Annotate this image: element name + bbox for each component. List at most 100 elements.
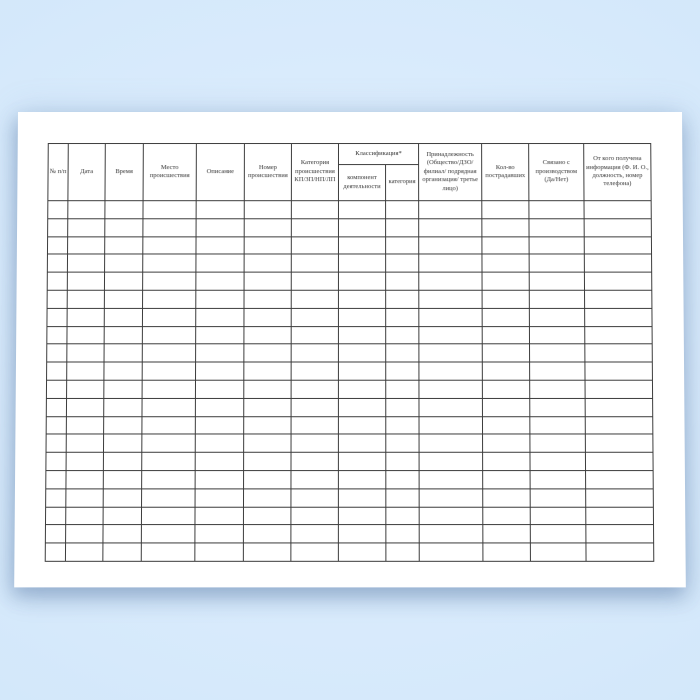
empty-cell [290,470,339,489]
empty-cell [584,200,652,219]
empty-cell [67,254,105,273]
empty-cell [142,236,197,255]
empty-cell [419,543,483,562]
empty-cell [338,488,386,507]
empty-cell [482,434,530,453]
empty-cell [529,272,585,291]
col-header-activity-component: компонент деятельности [338,164,386,201]
empty-cell [290,506,339,525]
empty-cell [338,326,386,345]
empty-cell [482,290,530,309]
empty-cell [65,470,104,489]
empty-cell [103,380,143,399]
empty-cell [141,470,196,489]
empty-cell [104,272,143,291]
empty-cell [141,434,196,453]
empty-cell [141,524,195,544]
empty-cell [141,416,196,435]
empty-cell [419,452,483,471]
empty-cell [141,506,196,525]
empty-cell [103,416,142,435]
empty-cell [291,344,339,363]
empty-cell [529,362,586,381]
empty-cell [481,236,530,255]
empty-cell [244,254,292,273]
empty-cell [291,290,339,309]
col-header-production-related: Связано с производством (Да/Нет) [528,143,585,201]
col-header-time: Время [104,143,144,201]
empty-cell [142,290,196,309]
empty-cell [142,254,196,273]
table-row [45,452,654,471]
empty-cell [45,524,66,544]
table-row [45,524,654,544]
empty-cell [194,543,244,562]
empty-cell [67,272,105,291]
table-row [46,308,653,327]
empty-cell [584,254,652,273]
empty-cell [243,362,292,381]
empty-cell [103,470,142,489]
empty-cell [385,344,419,363]
empty-cell [291,380,339,399]
empty-cell [419,506,483,525]
empty-cell [142,200,197,219]
empty-cell [338,416,386,435]
empty-cell [338,362,386,381]
empty-cell [67,290,105,309]
empty-cell [196,200,245,219]
empty-cell [290,452,339,471]
empty-cell [385,524,420,544]
empty-cell [195,308,244,327]
empty-cell [66,416,104,435]
empty-cell [481,218,530,237]
empty-cell [418,218,482,237]
empty-cell [338,543,386,562]
empty-cell [291,272,339,291]
empty-cell [291,236,339,255]
empty-cell [585,543,654,562]
empty-cell [385,290,419,309]
empty-cell [529,254,585,273]
empty-cell [584,290,652,309]
empty-cell [103,452,142,471]
table-row [47,200,652,219]
table-row [45,506,654,525]
empty-cell [291,416,339,435]
table-row [46,326,653,345]
empty-cell [584,362,653,381]
empty-cell [418,362,483,381]
empty-cell [46,434,67,453]
empty-cell [419,488,483,507]
col-header-classification-group: Классификация* [338,143,419,165]
empty-cell [46,380,67,399]
empty-cell [419,470,483,489]
table-row [46,398,653,417]
table-row [46,434,653,453]
empty-cell [103,398,143,417]
empty-cell [141,398,196,417]
table-row [45,470,654,489]
empty-cell [196,218,245,237]
empty-cell [529,380,586,399]
empty-cell [65,506,104,525]
paper-sheet: № п/п Дата Время Место происшествия Опис… [14,112,686,588]
empty-cell [67,200,105,219]
empty-cell [529,326,585,345]
col-header-number: № п/п [47,143,69,201]
table-body [45,200,654,562]
empty-cell [482,452,531,471]
empty-cell [385,254,419,273]
empty-cell [47,272,68,291]
empty-cell [385,236,419,255]
empty-cell [418,236,482,255]
empty-cell [244,218,292,237]
empty-cell [45,470,67,489]
empty-cell [338,344,386,363]
empty-cell [291,218,339,237]
empty-cell [418,326,483,345]
empty-cell [530,506,586,525]
empty-cell [419,416,483,435]
empty-cell [66,362,105,381]
